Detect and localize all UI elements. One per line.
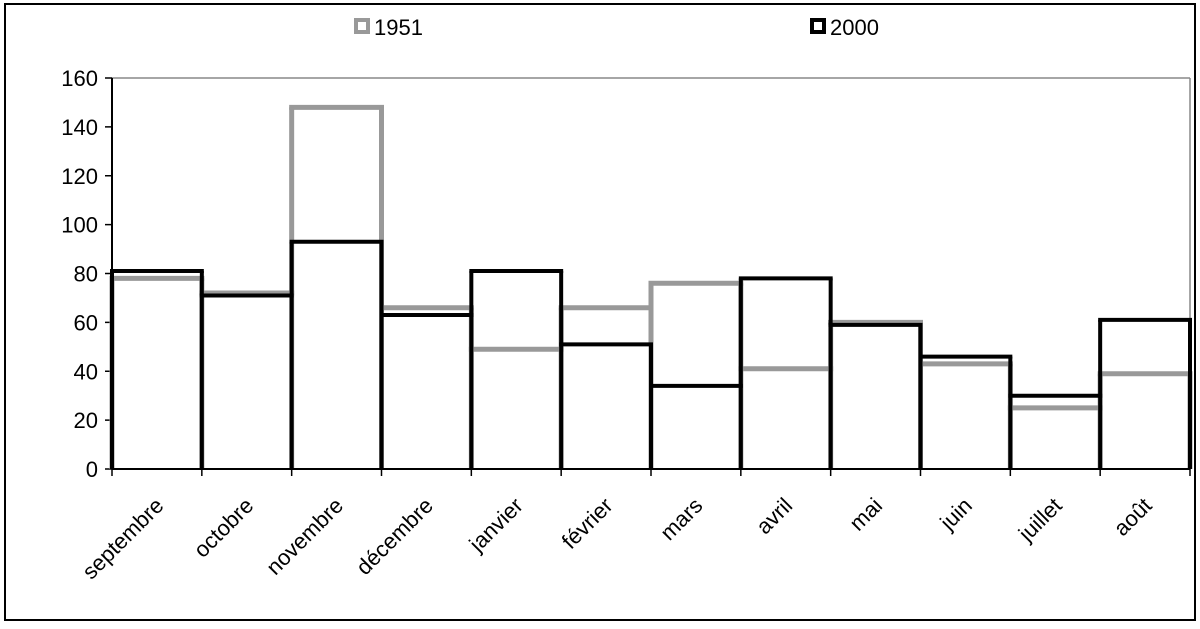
y-tick-label: 0 xyxy=(86,457,98,482)
legend-swatch-2000 xyxy=(810,18,826,34)
series-2000 xyxy=(110,239,1192,469)
y-tick-label: 20 xyxy=(74,408,98,433)
y-tick-label: 160 xyxy=(61,66,98,91)
legend-item-1951: 1951 xyxy=(354,15,423,40)
y-tick-label: 120 xyxy=(61,164,98,189)
legend-swatch-1951 xyxy=(354,18,370,34)
y-tick-label: 80 xyxy=(74,262,98,287)
y-tick-label: 60 xyxy=(74,310,98,335)
legend: 1951 2000 xyxy=(354,15,879,40)
legend-label-2000: 2000 xyxy=(830,15,879,40)
y-tick-label: 40 xyxy=(74,359,98,384)
legend-item-2000: 2000 xyxy=(810,15,879,40)
y-tick-label: 100 xyxy=(61,213,98,238)
legend-label-1951: 1951 xyxy=(374,15,423,40)
y-tick-label: 140 xyxy=(61,115,98,140)
